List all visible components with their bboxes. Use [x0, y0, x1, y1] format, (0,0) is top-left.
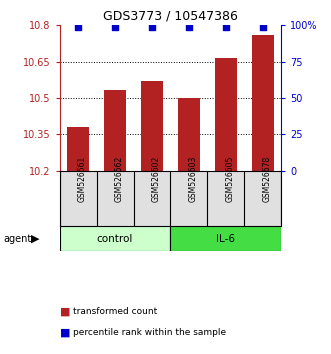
- Bar: [252, 35, 274, 171]
- Bar: [141, 81, 163, 171]
- FancyBboxPatch shape: [60, 226, 170, 251]
- Text: GSM526561: GSM526561: [78, 156, 87, 202]
- Point: [75, 24, 81, 29]
- Point: [113, 24, 118, 29]
- Text: GSM526678: GSM526678: [263, 156, 272, 202]
- Text: ■: ■: [60, 328, 70, 338]
- Text: agent: agent: [3, 234, 31, 244]
- Text: transformed count: transformed count: [73, 307, 157, 316]
- Point: [186, 24, 192, 29]
- Text: ▶: ▶: [31, 234, 40, 244]
- Point: [149, 24, 155, 29]
- FancyBboxPatch shape: [170, 226, 281, 251]
- Text: GSM526605: GSM526605: [226, 156, 235, 202]
- Text: GSM526603: GSM526603: [189, 156, 198, 202]
- Bar: [104, 90, 126, 171]
- Text: IL-6: IL-6: [216, 234, 235, 244]
- Bar: [178, 98, 200, 171]
- Point: [260, 24, 265, 29]
- Text: control: control: [97, 234, 133, 244]
- Text: GSM526562: GSM526562: [115, 156, 124, 202]
- Text: percentile rank within the sample: percentile rank within the sample: [73, 328, 226, 337]
- Text: ■: ■: [60, 307, 70, 316]
- Bar: [215, 58, 237, 171]
- Bar: [67, 127, 89, 171]
- Title: GDS3773 / 10547386: GDS3773 / 10547386: [103, 10, 238, 23]
- Point: [223, 24, 229, 29]
- Text: GSM526602: GSM526602: [152, 156, 161, 202]
